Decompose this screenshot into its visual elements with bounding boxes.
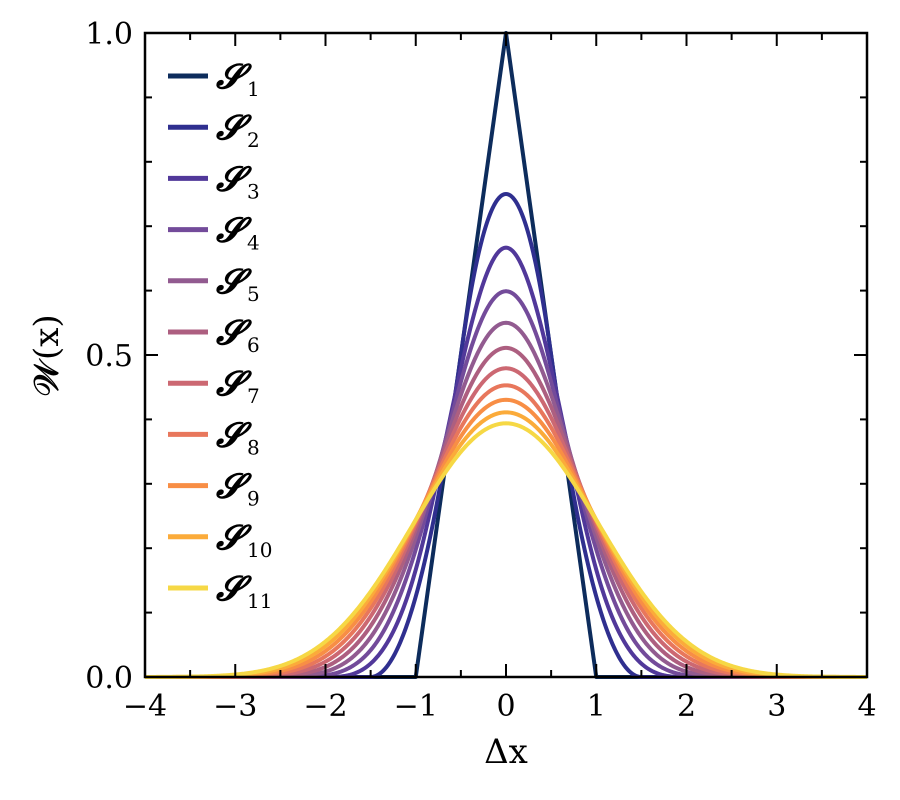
legend-subscript: 2: [247, 128, 260, 152]
x-tick-label: 1: [587, 689, 606, 724]
y-tick-label: 0.5: [85, 339, 133, 374]
x-tick-labels: −4 −3 −2 −1 0 1 2 3 4: [123, 689, 877, 724]
legend-subscript: 5: [247, 282, 260, 306]
legend-subscript: 9: [247, 487, 260, 511]
x-tick-label: 4: [857, 689, 876, 724]
x-tick-label: −2: [303, 689, 347, 724]
legend-subscript: 11: [247, 589, 272, 613]
axis-ticks: [144, 32, 868, 678]
x-tick-label: −3: [213, 689, 257, 724]
legend-subscript: 7: [247, 384, 260, 408]
legend-subscript: 4: [247, 231, 260, 255]
x-tick-label: −1: [394, 689, 438, 724]
x-tick-label: −4: [123, 689, 167, 724]
legend-item-S10: 𝓢 10: [168, 518, 272, 562]
curve-S11: [143, 421, 869, 679]
legend-subscript: 3: [247, 179, 260, 203]
x-axis-label: Δx: [484, 732, 528, 772]
legend-subscript: 1: [247, 77, 260, 101]
y-tick-label: 1.0: [85, 17, 133, 52]
x-tick-label: 2: [677, 689, 696, 724]
y-tick-label: 0.0: [85, 661, 133, 696]
x-tick-label: 3: [767, 689, 786, 724]
y-tick-labels: 0.0 0.5 1.0: [85, 17, 133, 696]
legend-subscript: 8: [247, 435, 260, 459]
curve-S7: [143, 366, 869, 679]
curve-S8: [143, 383, 869, 679]
legend: 𝓢 1 𝓢 2 𝓢 3 𝓢 4 𝓢 5 𝓢 6 𝓢 7 𝓢 8 𝓢 9 𝓢 10 𝓢 11: [168, 57, 272, 613]
legend-item-S11: 𝓢 11: [168, 569, 272, 613]
x-tick-label: 0: [496, 689, 515, 724]
legend-subscript: 6: [247, 333, 260, 357]
legend-subscript: 10: [247, 538, 272, 562]
y-axis-label: 𝓦(x): [27, 314, 67, 395]
